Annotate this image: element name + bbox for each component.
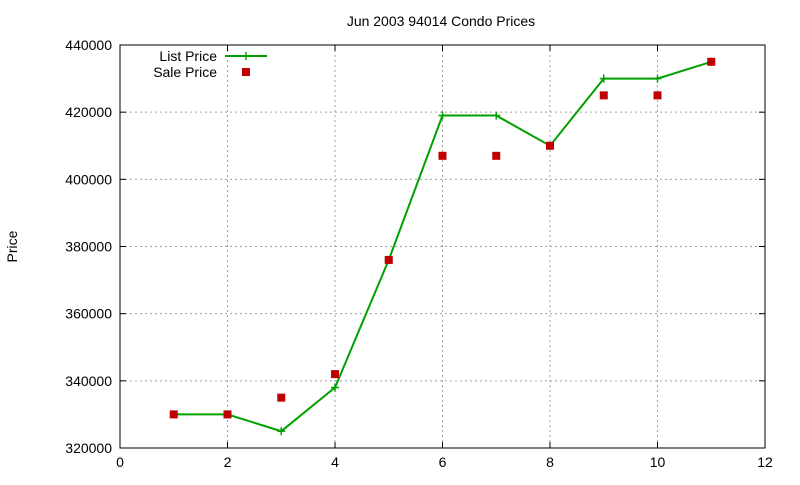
data-point xyxy=(169,410,178,419)
y-tick-label: 380000 xyxy=(65,239,112,255)
data-point xyxy=(599,91,608,100)
chart-title: Jun 2003 94014 Condo Prices xyxy=(347,13,535,29)
axis-ticks: 0 2 4 6 8 10 12 320000 340000 360000 380000 400000 4… xyxy=(65,37,773,470)
y-tick-label: 340000 xyxy=(65,373,112,389)
data-point xyxy=(438,111,447,120)
y-tick-label: 400000 xyxy=(65,171,112,187)
y-tick-label: 440000 xyxy=(65,37,112,53)
legend-marker xyxy=(242,52,250,60)
data-point xyxy=(599,74,608,83)
x-tick-label: 10 xyxy=(650,454,666,470)
data-point xyxy=(653,91,662,100)
y-axis-label: Price xyxy=(4,230,20,262)
data-point xyxy=(438,151,447,160)
data-point xyxy=(277,427,286,436)
y-tick-label: 420000 xyxy=(65,104,112,120)
data-point xyxy=(492,111,501,120)
legend-label: Sale Price xyxy=(153,64,217,80)
series-layer xyxy=(169,57,716,436)
data-point xyxy=(653,74,662,83)
x-tick-label: 0 xyxy=(116,454,124,470)
legend-marker xyxy=(242,68,250,76)
x-tick-label: 2 xyxy=(224,454,232,470)
data-point xyxy=(331,370,339,379)
x-tick-label: 12 xyxy=(757,454,773,470)
data-point xyxy=(707,57,716,66)
data-point xyxy=(331,383,339,392)
data-point xyxy=(546,141,554,150)
data-point xyxy=(277,393,286,402)
x-tick-label: 6 xyxy=(439,454,447,470)
y-tick-label: 320000 xyxy=(65,440,112,456)
data-point xyxy=(492,151,501,160)
plot-border xyxy=(119,44,766,449)
x-tick-label: 8 xyxy=(546,454,554,470)
gridlines xyxy=(120,45,765,448)
legend-item: List Price xyxy=(159,48,267,64)
legend-label: List Price xyxy=(159,48,217,64)
legend-item: Sale Price xyxy=(153,64,250,80)
data-point xyxy=(223,410,232,419)
series-sale-price xyxy=(169,57,716,419)
data-point xyxy=(384,255,393,264)
x-tick-label: 4 xyxy=(331,454,339,470)
y-tick-label: 360000 xyxy=(65,306,112,322)
